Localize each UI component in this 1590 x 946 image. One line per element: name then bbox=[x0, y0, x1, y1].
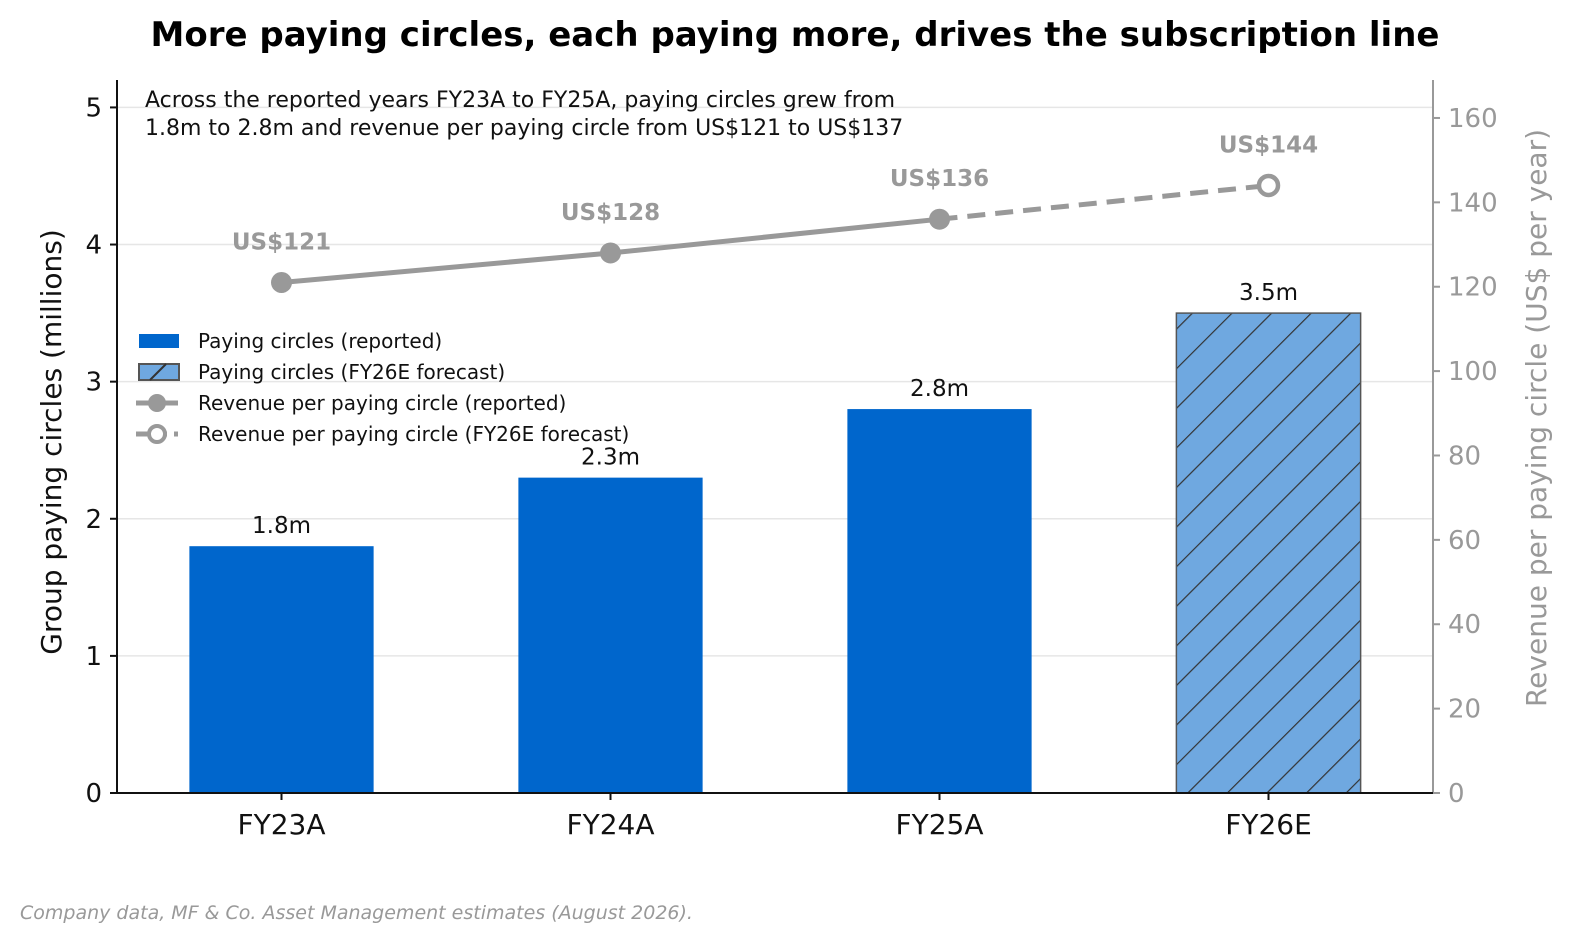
axes: 0 1 2 3 4 5 0 20 40 60 80 100 120 140 160 FY23A FY24A FY2… bbox=[85, 80, 1498, 841]
y-tick-label-left: 0 bbox=[85, 779, 102, 809]
bar-fy23a bbox=[189, 546, 374, 793]
revenue-point-fy26e bbox=[1256, 173, 1281, 198]
revenue-label-fy23a: US$121 bbox=[232, 230, 331, 256]
y-tick-label-left: 3 bbox=[85, 368, 102, 398]
line-series: US$121 US$128 US$136 US$144 bbox=[232, 132, 1318, 294]
revenue-label-fy24a: US$128 bbox=[561, 200, 660, 226]
y-axis-label-left: Group paying circles (millions) bbox=[35, 229, 68, 655]
y-tick-label-right: 20 bbox=[1448, 695, 1481, 725]
bar-value-label-fy25a: 2.8m bbox=[910, 376, 969, 402]
y-tick-label-right: 160 bbox=[1448, 104, 1498, 134]
y-tick-label-right: 140 bbox=[1448, 188, 1498, 218]
annotation-line-1: Across the reported years FY23A to FY25A… bbox=[145, 88, 895, 113]
bar-fy26e bbox=[1175, 312, 1362, 794]
source-note: Company data, MF & Co. Asset Management … bbox=[20, 902, 693, 924]
x-tick-label-fy25a: FY25A bbox=[896, 808, 984, 841]
y-tick-label-right: 100 bbox=[1448, 357, 1498, 387]
y-tick-label-right: 0 bbox=[1448, 779, 1465, 809]
legend-marker-forecast-line bbox=[147, 424, 167, 444]
legend: Paying circles (reported) Paying circles… bbox=[136, 329, 629, 446]
y-tick-label-left: 2 bbox=[85, 505, 102, 535]
x-tick-label-fy24a: FY24A bbox=[567, 808, 655, 841]
y-tick-label-right: 60 bbox=[1448, 526, 1481, 556]
chart-title: More paying circles, each paying more, d… bbox=[151, 15, 1440, 55]
x-tick-label-fy26e: FY26E bbox=[1225, 808, 1312, 841]
legend-marker-reported-line bbox=[148, 394, 166, 412]
y-tick-label-right: 120 bbox=[1448, 273, 1498, 303]
revenue-point-fy24a bbox=[600, 242, 621, 264]
x-tick-label-fy23a: FY23A bbox=[238, 808, 326, 841]
y-tick-label-left: 1 bbox=[85, 642, 102, 672]
bar-value-label-fy24a: 2.3m bbox=[581, 445, 640, 471]
legend-label-forecast-bar: Paying circles (FY26E forecast) bbox=[198, 360, 505, 384]
bar-value-label-fy26e: 3.5m bbox=[1239, 280, 1298, 306]
bars: 1.8m 2.3m 2.8m 3.5m bbox=[189, 280, 1362, 794]
revenue-label-fy25a: US$136 bbox=[890, 166, 989, 192]
legend-label-reported-line: Revenue per paying circle (reported) bbox=[198, 391, 566, 415]
y-tick-label-right: 40 bbox=[1448, 610, 1481, 640]
legend-swatch-reported-bar bbox=[139, 334, 179, 348]
annotation-line-2: 1.8m to 2.8m and revenue per paying circ… bbox=[145, 116, 903, 141]
y-axis-label-right: Revenue per paying circle (US$ per year) bbox=[1520, 129, 1553, 707]
bar-fy25a bbox=[847, 409, 1032, 793]
y-tick-label-left: 4 bbox=[85, 231, 102, 261]
y-tick-label-right: 80 bbox=[1448, 441, 1481, 471]
revenue-point-fy23a bbox=[271, 272, 292, 294]
legend-label-forecast-line: Revenue per paying circle (FY26E forecas… bbox=[198, 422, 629, 446]
revenue-label-fy26e: US$144 bbox=[1219, 132, 1318, 158]
legend-label-reported-bar: Paying circles (reported) bbox=[198, 329, 442, 353]
revenue-point-fy25a bbox=[929, 208, 950, 230]
bar-value-label-fy23a: 1.8m bbox=[252, 513, 311, 539]
bar-fy24a bbox=[518, 477, 703, 793]
y-tick-label-left: 5 bbox=[85, 93, 102, 123]
legend-swatch-forecast-hatch bbox=[149, 363, 167, 381]
